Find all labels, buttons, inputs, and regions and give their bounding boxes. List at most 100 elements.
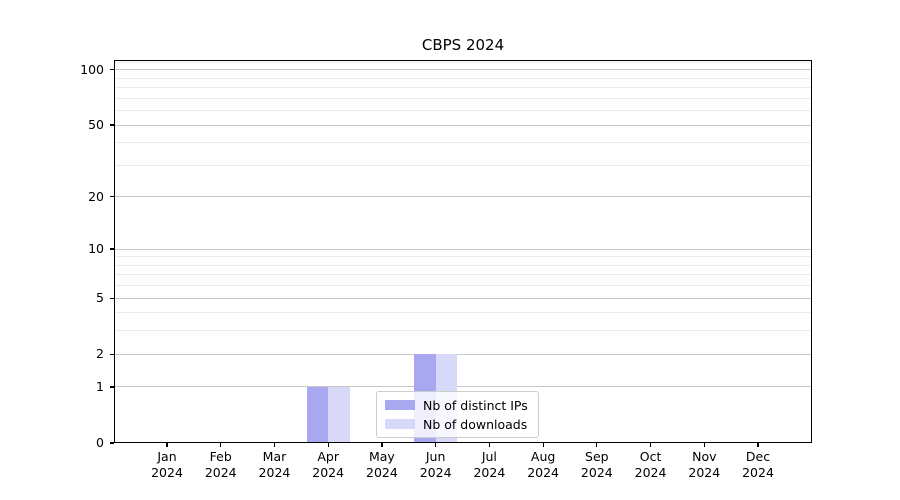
- x-tick-label-line: 2024: [258, 465, 291, 480]
- y-tick-label: 1: [96, 378, 104, 394]
- x-tick: [596, 443, 598, 447]
- x-tick-label-line: Jul: [481, 449, 497, 464]
- y-tick: [110, 386, 114, 388]
- y-tick: [110, 353, 114, 355]
- x-tick-label: Aug 2024: [511, 449, 575, 481]
- x-tick: [649, 443, 652, 447]
- gridline-minor: [114, 61, 812, 63]
- legend-item-downloads: Nb of downloads: [385, 416, 528, 432]
- x-tick-label-line: Feb: [209, 449, 232, 464]
- x-tick-label: Feb 2024: [189, 449, 253, 481]
- y-tick: [110, 248, 114, 250]
- x-tick-label-line: 2024: [419, 465, 452, 480]
- spine-top: [114, 60, 812, 61]
- x-tick: [381, 443, 383, 447]
- x-tick-label-line: Sep: [585, 449, 609, 464]
- x-tick-label-line: 2024: [366, 465, 398, 480]
- gridline-major: [114, 69, 812, 71]
- gridline-minor: [114, 110, 812, 112]
- x-tick-label-line: Aug: [530, 449, 556, 464]
- x-tick-label-line: Dec: [745, 449, 771, 464]
- x-tick-label: Mar 2024: [242, 449, 306, 481]
- spine-bottom: [114, 442, 812, 443]
- x-tick: [542, 443, 544, 447]
- gridline-minor: [114, 164, 812, 166]
- x-tick-label-line: Jun: [425, 449, 446, 464]
- gridline-minor: [114, 97, 812, 99]
- bar-distinct-ips-apr: [306, 386, 329, 443]
- x-tick: [488, 443, 490, 447]
- x-tick: [273, 443, 276, 447]
- gridline-minor: [114, 256, 812, 258]
- y-tick: [110, 124, 114, 126]
- x-tick-label: May 2024: [350, 449, 414, 481]
- x-tick-label-line: 2024: [634, 465, 667, 480]
- y-tick-label: 0: [96, 435, 104, 450]
- y-tick-label: 100: [80, 61, 104, 77]
- x-tick: [327, 443, 329, 447]
- x-tick-label-line: 2024: [527, 465, 560, 480]
- gridline-major: [114, 386, 812, 388]
- x-tick-label-line: 2024: [204, 465, 237, 480]
- x-tick-label: Jan 2024: [135, 449, 199, 481]
- x-tick-label-line: Apr: [317, 449, 339, 464]
- y-tick-label: 20: [88, 188, 104, 204]
- x-tick-label: Jul 2024: [457, 449, 521, 481]
- spine-right: [811, 60, 812, 443]
- legend-label-distinct-ips: Nb of distinct IPs: [423, 397, 528, 413]
- x-tick-label-line: Mar: [262, 449, 287, 464]
- plot-area: Nb of distinct IPs Nb of downloads 0 1 2 5 1…: [80, 60, 812, 480]
- gridline-major: [114, 353, 812, 355]
- x-tick-label: Apr 2024: [296, 449, 360, 481]
- x-tick-label-line: 2024: [473, 465, 506, 480]
- x-tick-label: Jun 2024: [404, 449, 468, 481]
- x-tick-label-line: 2024: [688, 465, 721, 480]
- y-tick: [110, 297, 114, 299]
- legend-swatch-downloads: [385, 419, 415, 429]
- legend-item-distinct-ips: Nb of distinct IPs: [385, 397, 528, 413]
- legend: Nb of distinct IPs Nb of downloads: [376, 391, 539, 438]
- gridline-major: [114, 124, 812, 126]
- x-tick: [220, 443, 222, 447]
- x-tick-label-line: Oct: [639, 449, 662, 464]
- gridline-minor: [114, 274, 812, 276]
- y-tick-label: 10: [88, 241, 104, 257]
- y-tick-label: 2: [96, 346, 104, 362]
- gridline-minor: [114, 285, 812, 287]
- gridline-major: [114, 196, 812, 198]
- x-tick: [757, 443, 759, 447]
- x-tick-label: Oct 2024: [619, 449, 683, 481]
- x-tick: [703, 443, 705, 447]
- y-tick: [110, 69, 114, 71]
- gridline-minor: [114, 330, 812, 332]
- gridline-minor: [114, 87, 812, 89]
- x-tick-label: Nov 2024: [672, 449, 736, 481]
- x-tick-label-line: Nov: [692, 449, 717, 464]
- x-tick-label-line: 2024: [742, 465, 774, 480]
- gridline-minor: [114, 264, 812, 266]
- legend-swatch-distinct-ips: [385, 400, 415, 410]
- gridline-minor: [114, 312, 812, 314]
- spine-left: [114, 60, 115, 443]
- x-tick-label: Dec 2024: [726, 449, 790, 481]
- y-tick: [110, 196, 114, 198]
- x-tick-label-line: 2024: [312, 465, 345, 480]
- y-tick-label: 50: [88, 117, 104, 133]
- chart-title: CBPS 2024: [421, 36, 505, 54]
- legend-label-downloads: Nb of downloads: [423, 416, 528, 432]
- x-tick-label: Sep 2024: [565, 449, 629, 481]
- x-tick: [435, 443, 437, 447]
- gridline-major: [114, 297, 812, 299]
- x-tick-label-line: May: [368, 449, 395, 464]
- bar-downloads-apr: [328, 386, 350, 443]
- x-tick-label-line: Jan: [157, 449, 177, 464]
- gridline-minor: [114, 77, 812, 79]
- y-tick: [110, 442, 114, 444]
- gridline-minor: [114, 142, 812, 144]
- y-tick-label: 5: [96, 290, 104, 306]
- x-tick: [166, 443, 168, 447]
- gridline-major: [114, 248, 812, 250]
- x-tick-label-line: 2024: [580, 465, 613, 480]
- x-tick-label-line: 2024: [151, 465, 183, 480]
